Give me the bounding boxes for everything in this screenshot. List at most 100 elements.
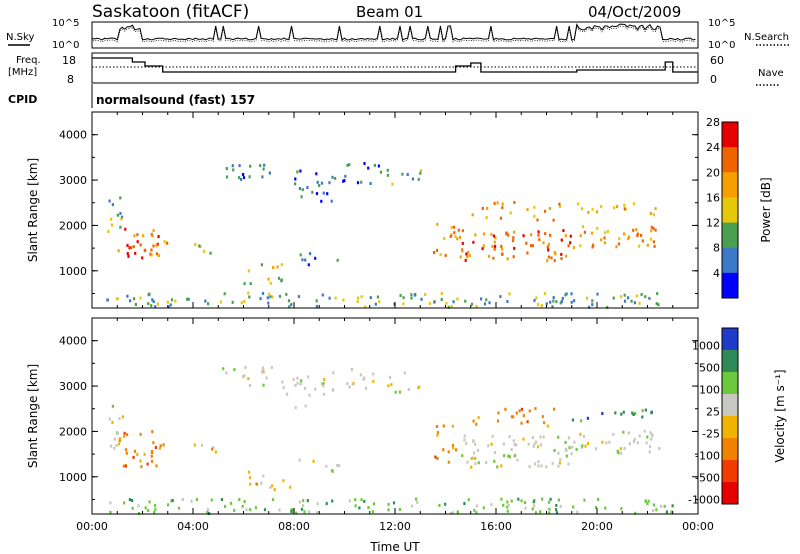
range-cell <box>533 205 536 209</box>
range-cell <box>496 465 499 469</box>
range-cell <box>564 440 567 444</box>
range-cell <box>583 498 586 502</box>
range-cell <box>117 249 120 253</box>
range-cell <box>573 299 576 303</box>
range-cell <box>144 506 147 510</box>
range-cell <box>143 452 146 456</box>
range-cell <box>510 448 513 452</box>
range-cell <box>154 305 157 309</box>
range-cell <box>314 256 317 260</box>
range-cell <box>442 424 445 428</box>
range-cell <box>342 298 345 302</box>
range-cell <box>150 248 153 252</box>
range-cell <box>151 234 154 238</box>
range-cell <box>416 500 419 504</box>
range-cell <box>483 302 487 306</box>
power-ylabel: Slant Range [km] <box>26 158 40 262</box>
range-cell <box>596 226 599 230</box>
power-y-axis: 1000 2000 3000 4000 <box>59 129 698 294</box>
range-cell <box>513 246 516 250</box>
range-cell <box>410 504 414 508</box>
range-cell <box>492 256 495 260</box>
range-cell <box>229 501 233 505</box>
range-cell <box>463 438 466 442</box>
range-cell <box>536 445 540 449</box>
range-cell <box>520 499 523 503</box>
range-cell <box>116 297 119 301</box>
range-cell <box>546 245 549 249</box>
nave-label: Nave <box>758 68 784 79</box>
range-cell <box>304 404 307 408</box>
range-cell <box>560 257 563 261</box>
range-cell <box>475 511 478 515</box>
range-cell <box>474 462 477 466</box>
range-cell <box>463 434 466 438</box>
range-cell <box>457 228 460 232</box>
range-cell <box>136 233 139 237</box>
range-cell <box>243 282 246 286</box>
range-cell <box>537 460 540 464</box>
range-cell <box>493 247 496 251</box>
range-cell <box>261 175 264 179</box>
range-cell <box>232 168 235 172</box>
range-cell <box>543 209 547 213</box>
range-cell <box>442 448 445 452</box>
range-cell <box>338 464 341 468</box>
range-cell <box>537 464 540 468</box>
range-cell <box>452 300 455 304</box>
range-cell <box>522 437 525 441</box>
range-cell <box>575 447 578 451</box>
range-cell <box>386 168 389 172</box>
range-cell <box>572 246 575 250</box>
range-cell <box>617 242 620 246</box>
range-cell <box>126 243 129 247</box>
range-cell <box>586 416 589 420</box>
range-cell <box>632 202 635 206</box>
range-cell <box>490 503 493 507</box>
range-cell <box>447 305 450 309</box>
colorbar-segment <box>722 197 738 224</box>
range-cell <box>321 293 324 297</box>
range-cell <box>291 508 294 512</box>
range-cell <box>627 431 630 435</box>
range-cell <box>659 504 663 508</box>
range-cell <box>616 205 619 209</box>
range-cell <box>255 482 258 486</box>
range-cell <box>583 434 586 438</box>
range-cell <box>581 444 584 448</box>
range-cell <box>515 411 518 415</box>
range-cell <box>174 299 177 303</box>
velocity-scatter <box>108 365 674 515</box>
range-cell <box>356 181 360 185</box>
range-cell <box>323 378 326 381</box>
range-cell <box>638 244 641 248</box>
range-cell <box>316 511 319 514</box>
range-cell <box>644 500 647 503</box>
range-cell <box>488 254 491 258</box>
range-cell <box>240 177 243 181</box>
y-tick-label: 4000 <box>59 129 87 142</box>
range-cell <box>507 454 510 458</box>
range-cell <box>613 206 616 210</box>
range-cell <box>360 295 363 299</box>
range-cell <box>477 416 480 419</box>
range-cell <box>450 305 453 308</box>
range-cell <box>470 465 473 469</box>
range-cell <box>243 374 246 378</box>
y-tick-label: 4000 <box>59 335 87 348</box>
range-cell <box>148 292 151 296</box>
range-cell <box>506 257 509 261</box>
range-cell <box>207 302 210 306</box>
range-cell <box>572 505 575 509</box>
range-cell <box>465 441 468 445</box>
range-cell <box>547 248 550 252</box>
range-cell <box>620 412 623 416</box>
range-cell <box>490 442 493 446</box>
range-cell <box>369 182 372 185</box>
range-cell <box>220 498 224 501</box>
range-cell <box>144 249 147 253</box>
range-cell <box>243 300 246 303</box>
range-cell <box>142 234 145 238</box>
range-cell <box>398 507 401 511</box>
